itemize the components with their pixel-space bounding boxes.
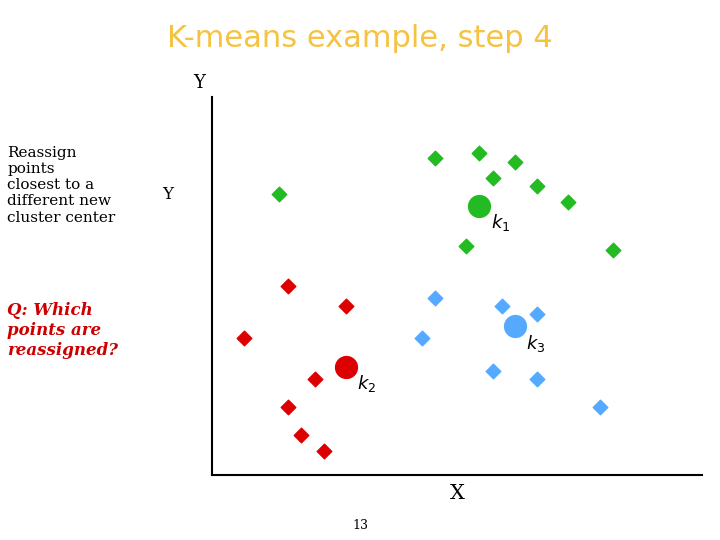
Text: $k_2$: $k_2$ bbox=[357, 373, 377, 394]
Point bbox=[282, 282, 294, 291]
Text: Y: Y bbox=[194, 74, 205, 92]
Point bbox=[594, 402, 606, 411]
Point bbox=[416, 334, 428, 343]
Point bbox=[429, 153, 441, 162]
Point bbox=[487, 366, 498, 375]
Point bbox=[296, 431, 307, 440]
Point bbox=[531, 374, 543, 383]
Point bbox=[309, 374, 320, 383]
X-axis label: X: X bbox=[450, 483, 464, 503]
Point bbox=[474, 201, 485, 210]
Point bbox=[460, 242, 472, 251]
Point bbox=[429, 294, 441, 302]
Point bbox=[487, 173, 498, 182]
Text: K-means example, step 4: K-means example, step 4 bbox=[167, 24, 553, 53]
Text: Y: Y bbox=[162, 186, 173, 203]
Point bbox=[318, 447, 330, 455]
Point bbox=[474, 149, 485, 158]
Text: Q: Which
points are
reassigned?: Q: Which points are reassigned? bbox=[7, 302, 118, 359]
Point bbox=[607, 246, 618, 254]
Point bbox=[563, 198, 575, 206]
Point bbox=[509, 157, 521, 166]
Point bbox=[340, 362, 351, 371]
Point bbox=[496, 302, 508, 310]
Point bbox=[238, 334, 249, 343]
Text: 13: 13 bbox=[352, 519, 368, 532]
Point bbox=[509, 322, 521, 330]
Text: $k_3$: $k_3$ bbox=[526, 333, 546, 354]
Point bbox=[274, 190, 285, 198]
Point bbox=[531, 310, 543, 319]
Point bbox=[282, 402, 294, 411]
Text: $k_1$: $k_1$ bbox=[490, 212, 510, 233]
Point bbox=[340, 302, 351, 310]
Point bbox=[531, 181, 543, 190]
Text: Reassign
points
closest to a
different new
cluster center: Reassign points closest to a different n… bbox=[7, 146, 115, 225]
